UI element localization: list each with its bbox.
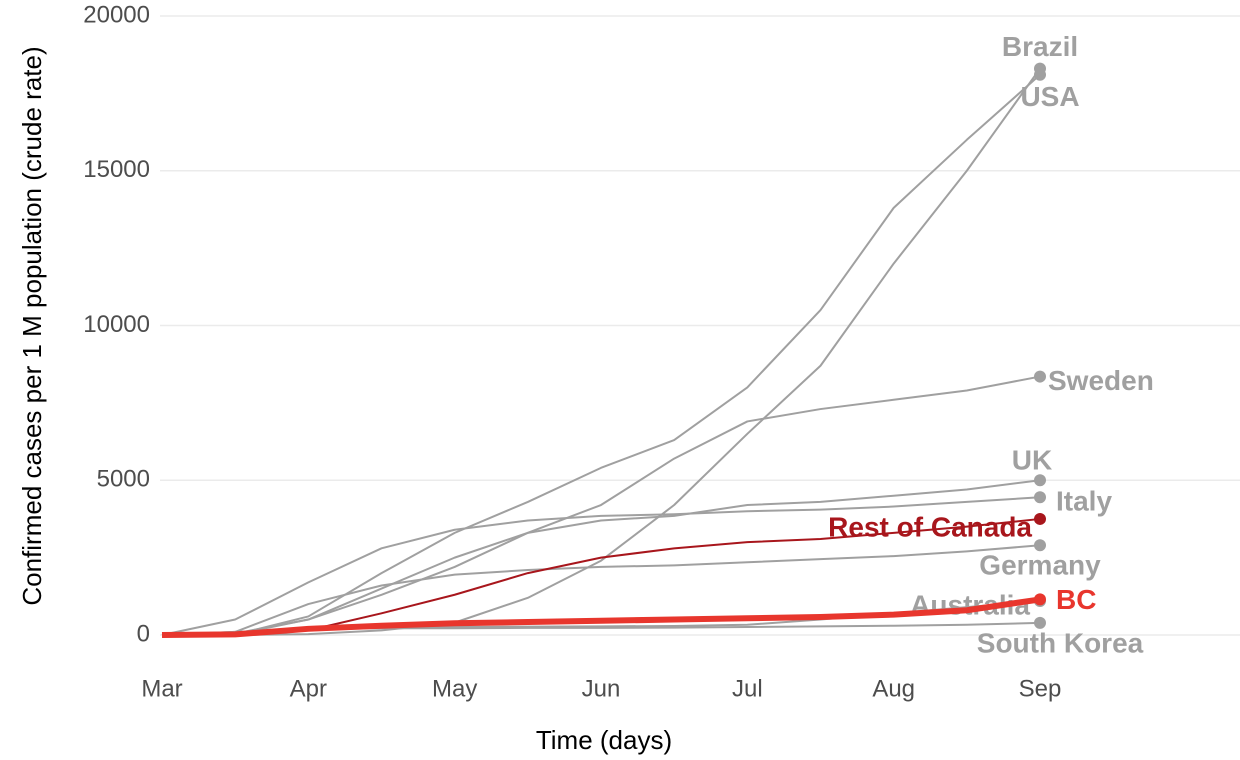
series-label: Sweden (1048, 365, 1154, 396)
x-tick-label: Jun (582, 675, 621, 702)
series-line (161, 596, 1041, 638)
y-tick-label: 5000 (97, 466, 150, 493)
end-point (1034, 68, 1046, 81)
x-tick-label: Mar (141, 675, 182, 702)
series-line (161, 544, 1041, 636)
x-tick-label: Jul (732, 675, 763, 702)
x-axis-title: Time (days) (536, 725, 672, 755)
y-tick-label: 10000 (83, 311, 150, 338)
series-label: USA (1020, 81, 1079, 112)
series-line (161, 496, 1041, 636)
series-label: Italy (1056, 486, 1112, 517)
end-point (1034, 370, 1046, 383)
x-tick-label: Apr (290, 675, 327, 702)
end-point (1034, 539, 1046, 552)
series-label: Rest of Canada (828, 511, 1032, 542)
y-tick-label: 15000 (83, 156, 150, 183)
end-point (1034, 491, 1046, 504)
end-point (1034, 474, 1046, 487)
y-axis-title: Confirmed cases per 1 M population (crud… (17, 46, 47, 605)
series-line (161, 74, 1041, 636)
x-tick-label: Sep (1019, 675, 1062, 702)
x-tick-label: May (432, 675, 477, 702)
series-label: UK (1012, 445, 1052, 476)
x-tick-label: Aug (872, 675, 915, 702)
series-line (162, 68, 1041, 636)
end-point (1034, 593, 1046, 606)
y-tick-label: 0 (137, 620, 150, 647)
series-label: Brazil (1002, 31, 1078, 62)
y-tick-label: 20000 (83, 1, 150, 28)
end-point (1034, 616, 1046, 629)
series-label: South Korea (977, 627, 1144, 658)
series-label: Germany (979, 550, 1101, 581)
series-label: BC (1056, 584, 1096, 615)
series-line (161, 479, 1041, 636)
end-point (1034, 512, 1046, 525)
